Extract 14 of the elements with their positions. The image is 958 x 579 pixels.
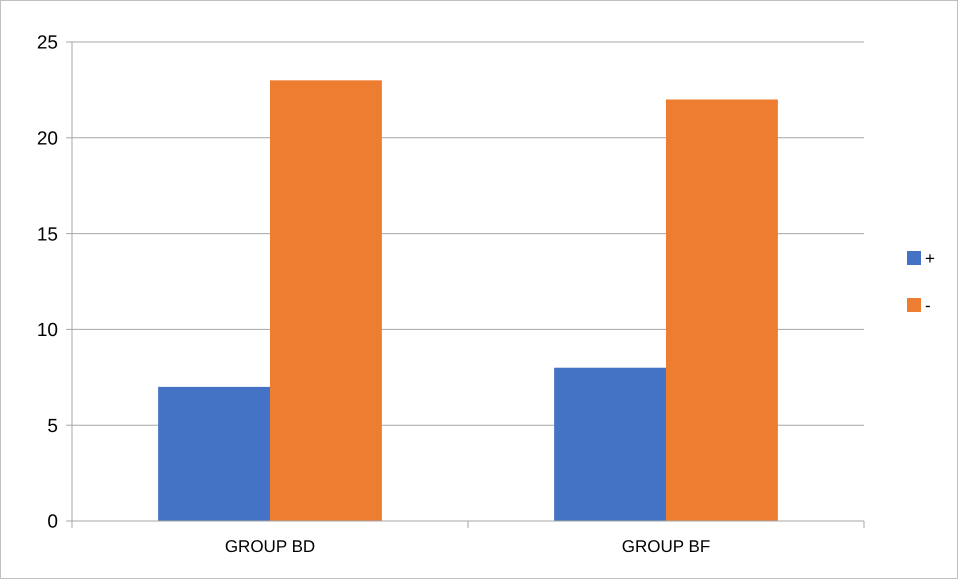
legend-label: +	[925, 248, 935, 268]
y-tick-label: 25	[36, 32, 58, 54]
y-tick-label: 5	[47, 416, 58, 437]
bar	[270, 80, 382, 521]
x-tick-label: GROUP BD	[224, 537, 316, 556]
bar	[158, 386, 270, 521]
y-tick-label: 0	[47, 512, 58, 533]
y-tick-label: 10	[36, 320, 58, 342]
y-tick-label: 15	[36, 224, 58, 246]
y-tick-label: 20	[36, 128, 58, 150]
bar	[554, 368, 666, 521]
x-tick-label: GROUP BF	[622, 537, 710, 556]
bar	[666, 99, 778, 521]
legend-label: -	[925, 296, 931, 315]
